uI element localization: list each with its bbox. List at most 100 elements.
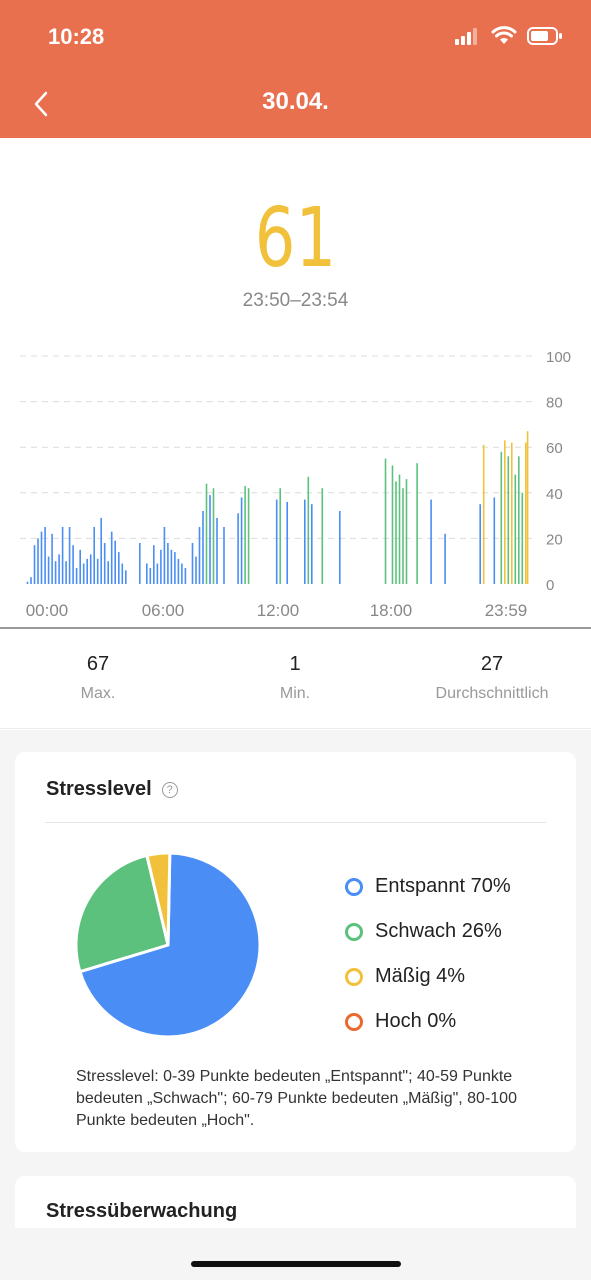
stress-bar: [279, 488, 281, 584]
x-tick-label: 12:00: [257, 601, 300, 620]
pie-legend: Entspannt 70% Schwach 26% Mäßig 4% Hoch …: [345, 864, 511, 1044]
stat-max: 67 Max.: [8, 653, 188, 703]
legend-dot-high: [345, 1012, 363, 1031]
stress-bar: [405, 479, 408, 584]
stress-bar-chart[interactable]: 100 80 60 40 20 0 00:00 06:00 12:00 18:00 23:59: [0, 338, 591, 628]
stress-bar: [156, 563, 159, 584]
stress-bar: [514, 474, 517, 584]
stress-bar: [139, 543, 141, 584]
stress-bar: [402, 488, 404, 584]
back-button[interactable]: [26, 86, 56, 122]
stress-bar: [47, 556, 50, 584]
stress-bar: [153, 545, 155, 584]
legend-label-relaxed: Entspannt 70%: [375, 875, 511, 897]
page-title: 30.04.: [262, 88, 329, 115]
stress-bar: [30, 577, 32, 584]
stress-bar: [240, 497, 243, 584]
stress-level-title-text: Stresslevel: [46, 778, 152, 800]
stress-bar: [521, 492, 524, 584]
stat-average: 27 Durchschnittlich: [402, 653, 582, 703]
stat-min-value: 1: [289, 653, 301, 675]
y-tick-label: 0: [546, 577, 554, 594]
pie-slice-weak: [74, 853, 170, 974]
stress-bar: [163, 527, 166, 584]
stress-bar: [181, 563, 183, 584]
stress-bar: [526, 431, 529, 584]
app-header: 10:28 30.04.: [0, 0, 591, 138]
home-indicator[interactable]: [191, 1261, 401, 1267]
stress-bar: [525, 442, 527, 584]
stress-bar: [493, 497, 496, 584]
stress-bar: [339, 511, 341, 584]
stress-bar: [398, 474, 401, 584]
stress-bar: [68, 527, 71, 584]
stress-bar: [107, 561, 109, 584]
stress-bar: [216, 517, 218, 584]
current-stress-value: 61: [254, 191, 337, 286]
stress-bar: [321, 488, 324, 584]
y-tick-label: 20: [546, 531, 563, 548]
stress-bar: [286, 501, 288, 584]
stress-bar: [307, 476, 310, 584]
stress-bar: [86, 558, 88, 584]
stress-bar: [247, 488, 250, 584]
stress-bar: [223, 527, 225, 584]
x-tick-label: 06:00: [142, 601, 185, 620]
stress-bar: [395, 481, 397, 584]
stress-bar: [511, 442, 513, 584]
stress-bar: [44, 527, 46, 584]
stress-bar: [177, 558, 180, 584]
status-icons: [455, 26, 563, 46]
stat-max-label: Max.: [80, 685, 116, 702]
stress-bar: [37, 538, 39, 584]
stress-bar: [100, 517, 102, 584]
stress-bar: [118, 552, 120, 584]
stress-bar: [209, 495, 211, 584]
stress-bar: [416, 463, 418, 584]
stress-bar: [149, 568, 152, 584]
question-icon[interactable]: ?: [161, 781, 178, 798]
stats-row: 67 Max. 1 Min. 27 Durchschnittlich: [0, 653, 591, 713]
battery-icon: [527, 27, 562, 45]
legend-label-weak: Schwach 26%: [375, 920, 502, 942]
stress-bar: [195, 556, 197, 584]
legend-dot-weak: [345, 922, 363, 941]
stress-bar: [244, 486, 246, 584]
stress-bar: [82, 563, 85, 584]
legend-item-relaxed: Entspannt 70%: [345, 864, 511, 909]
stress-bar: [507, 456, 510, 584]
stress-bar: [205, 483, 208, 584]
stress-bar: [391, 465, 394, 584]
stress-bar: [444, 533, 446, 584]
status-time: 10:28: [48, 24, 105, 49]
stress-bar: [33, 545, 36, 584]
stress-bar: [430, 499, 432, 584]
card-divider: [45, 822, 546, 823]
x-tick-label: 18:00: [370, 601, 413, 620]
y-tick-label: 60: [546, 440, 563, 457]
stress-bar: [51, 533, 53, 584]
stress-bar: [311, 504, 313, 584]
bottom-safe-area: [0, 1228, 591, 1280]
stress-bar: [75, 568, 78, 584]
time-range: 23:50–23:54: [242, 290, 349, 311]
chevron-left-icon: [34, 91, 48, 117]
stress-bar: [58, 554, 60, 584]
stress-bar: [170, 549, 173, 584]
legend-item-weak: Schwach 26%: [345, 909, 511, 954]
stress-bar: [125, 570, 127, 584]
signal-icon: [455, 28, 477, 45]
stress-bar: [89, 554, 92, 584]
stress-bar: [174, 552, 176, 584]
stat-average-label: Durchschnittlich: [435, 685, 549, 702]
legend-label-moderate: Mäßig 4%: [375, 965, 466, 987]
stress-bar: [103, 543, 106, 584]
stress-bar: [500, 451, 503, 584]
stress-bar: [72, 545, 74, 584]
stress-bar: [96, 558, 99, 584]
stress-bar: [191, 543, 194, 584]
stress-bar: [482, 444, 485, 584]
stress-bar: [61, 527, 64, 584]
legend-dot-moderate: [345, 967, 363, 986]
stat-max-value: 67: [86, 653, 110, 675]
